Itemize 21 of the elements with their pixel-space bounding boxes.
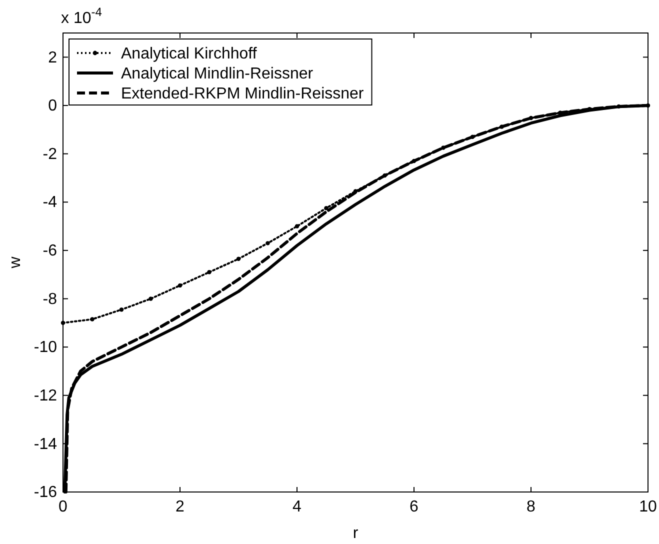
- y-tick-label: 2: [48, 49, 58, 66]
- y-tick-label: -12: [34, 387, 58, 404]
- x-tick-label: 6: [410, 498, 419, 516]
- legend-label: Analytical Kirchhoff: [121, 46, 258, 62]
- legend-label: Extended-RKPM Mindlin-Reissner: [121, 86, 364, 102]
- y-tick-label: -10: [34, 339, 58, 356]
- y-tick-label: 0: [48, 98, 58, 115]
- x-tick-label: 4: [292, 498, 302, 516]
- y-tick-label: -8: [42, 290, 58, 308]
- text: x 10$^{-4}$: [61, 5, 102, 27]
- y-axis-title: w: [7, 256, 24, 270]
- y-tick-label: -16: [34, 484, 58, 502]
- x-tick-label: 10: [639, 498, 657, 516]
- y-tick-label: -4: [42, 194, 58, 212]
- x-axis-title: r: [352, 525, 359, 542]
- legend-label: Analytical Mindlin-Reissner: [121, 66, 314, 82]
- y-tick-label: -6: [42, 242, 58, 260]
- x-tick-label: 8: [526, 498, 536, 516]
- x-tick-label: 2: [176, 498, 185, 516]
- y-tick-label: -14: [34, 436, 58, 453]
- y-tick-label: -2: [42, 146, 58, 163]
